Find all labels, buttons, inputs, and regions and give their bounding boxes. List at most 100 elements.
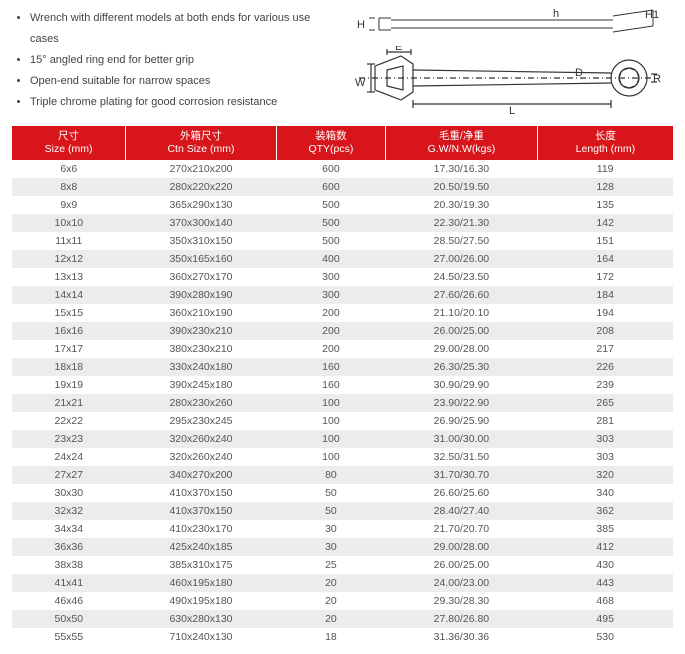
table-cell: 390x245x180 (126, 376, 277, 394)
table-cell: 295x230x245 (126, 412, 277, 430)
spec-table-head: 尺寸Size (mm)外箱尺寸Ctn Size (mm)装箱数QTY(pcs)毛… (12, 126, 673, 160)
table-cell: 164 (537, 250, 673, 268)
table-cell: 710x240x130 (126, 628, 277, 646)
table-row: 15x15360x210x19020021.10/20.10194 (12, 304, 673, 322)
table-row: 9x9365x290x13050020.30/19.30135 (12, 196, 673, 214)
table-cell: 500 (276, 214, 385, 232)
table-cell: 184 (537, 286, 673, 304)
table-row: 36x36425x240x1853029.00/28.00412 (12, 538, 673, 556)
table-cell: 350x310x150 (126, 232, 277, 250)
table-cell: 160 (276, 376, 385, 394)
table-cell: 160 (276, 358, 385, 376)
spec-table-body: 6x6270x210x20060017.30/16.301198x8280x22… (12, 160, 673, 646)
table-cell: 22.30/21.30 (385, 214, 537, 232)
table-cell: 23.90/22.90 (385, 394, 537, 412)
col-header: 外箱尺寸Ctn Size (mm) (126, 126, 277, 160)
table-row: 30x30410x370x1505026.60/25.60340 (12, 484, 673, 502)
col-header: 毛重/净重G.W/N.W(kgs) (385, 126, 537, 160)
table-cell: 21.70/20.70 (385, 520, 537, 538)
label-R: R (653, 73, 661, 85)
table-cell: 28.50/27.50 (385, 232, 537, 250)
table-cell: 194 (537, 304, 673, 322)
table-cell: 27x27 (12, 466, 126, 484)
table-cell: 100 (276, 448, 385, 466)
table-cell: 46x46 (12, 592, 126, 610)
table-cell: 100 (276, 412, 385, 430)
feature-ul: Wrench with different models at both end… (12, 8, 332, 112)
table-cell: 390x280x190 (126, 286, 277, 304)
table-row: 55x55710x240x1301831.36/30.36530 (12, 628, 673, 646)
table-cell: 330x240x180 (126, 358, 277, 376)
table-cell: 21x21 (12, 394, 126, 412)
table-cell: 50 (276, 484, 385, 502)
table-cell: 25 (276, 556, 385, 574)
table-cell: 27.80/26.80 (385, 610, 537, 628)
table-cell: 350x165x160 (126, 250, 277, 268)
table-cell: 19x19 (12, 376, 126, 394)
table-cell: 31.70/30.70 (385, 466, 537, 484)
table-cell: 172 (537, 268, 673, 286)
label-D: D (575, 67, 583, 79)
table-row: 8x8280x220x22060020.50/19.50128 (12, 178, 673, 196)
table-row: 10x10370x300x14050022.30/21.30142 (12, 214, 673, 232)
table-cell: 20.50/19.50 (385, 178, 537, 196)
table-cell: 26.00/25.00 (385, 322, 537, 340)
feature-item: Triple chrome plating for good corrosion… (30, 92, 332, 113)
table-cell: 34x34 (12, 520, 126, 538)
table-cell: 22x22 (12, 412, 126, 430)
label-E: E (395, 46, 402, 53)
table-cell: 400 (276, 250, 385, 268)
diagram-side-view: H h H1 (353, 8, 663, 38)
table-row: 23x23320x260x24010031.00/30.00303 (12, 430, 673, 448)
table-cell: 630x280x130 (126, 610, 277, 628)
table-cell: 13x13 (12, 268, 126, 286)
table-cell: 128 (537, 178, 673, 196)
table-cell: 468 (537, 592, 673, 610)
table-cell: 27.00/26.00 (385, 250, 537, 268)
table-cell: 495 (537, 610, 673, 628)
table-cell: 12x12 (12, 250, 126, 268)
table-cell: 380x230x210 (126, 340, 277, 358)
table-cell: 30x30 (12, 484, 126, 502)
table-cell: 18 (276, 628, 385, 646)
table-cell: 31.00/30.00 (385, 430, 537, 448)
table-cell: 217 (537, 340, 673, 358)
table-cell: 200 (276, 304, 385, 322)
table-cell: 24.50/23.50 (385, 268, 537, 286)
table-cell: 135 (537, 196, 673, 214)
table-cell: 430 (537, 556, 673, 574)
table-cell: 50 (276, 502, 385, 520)
table-cell: 15x15 (12, 304, 126, 322)
table-row: 34x34410x230x1703021.70/20.70385 (12, 520, 673, 538)
table-cell: 29.00/28.00 (385, 340, 537, 358)
table-cell: 26.60/25.60 (385, 484, 537, 502)
table-cell: 208 (537, 322, 673, 340)
table-cell: 32.50/31.50 (385, 448, 537, 466)
table-cell: 300 (276, 268, 385, 286)
spec-table: 尺寸Size (mm)外箱尺寸Ctn Size (mm)装箱数QTY(pcs)毛… (12, 126, 673, 646)
table-row: 41x41460x195x1802024.00/23.00443 (12, 574, 673, 592)
table-cell: 80 (276, 466, 385, 484)
table-row: 17x17380x230x21020029.00/28.00217 (12, 340, 673, 358)
label-L: L (509, 105, 515, 116)
table-cell: 26.30/25.30 (385, 358, 537, 376)
table-cell: 9x9 (12, 196, 126, 214)
table-cell: 29.00/28.00 (385, 538, 537, 556)
table-cell: 10x10 (12, 214, 126, 232)
col-header: 长度Length (mm) (537, 126, 673, 160)
table-row: 46x46490x195x1802029.30/28.30468 (12, 592, 673, 610)
table-cell: 50x50 (12, 610, 126, 628)
table-cell: 425x240x185 (126, 538, 277, 556)
table-row: 18x18330x240x18016026.30/25.30226 (12, 358, 673, 376)
table-cell: 226 (537, 358, 673, 376)
table-row: 14x14390x280x19030027.60/26.60184 (12, 286, 673, 304)
table-cell: 29.30/28.30 (385, 592, 537, 610)
table-cell: 410x370x150 (126, 502, 277, 520)
table-cell: 340 (537, 484, 673, 502)
feature-item: Open-end suitable for narrow spaces (30, 71, 332, 92)
table-row: 6x6270x210x20060017.30/16.30119 (12, 160, 673, 178)
table-cell: 20.30/19.30 (385, 196, 537, 214)
table-cell: 27.60/26.60 (385, 286, 537, 304)
table-cell: 32x32 (12, 502, 126, 520)
table-cell: 55x55 (12, 628, 126, 646)
